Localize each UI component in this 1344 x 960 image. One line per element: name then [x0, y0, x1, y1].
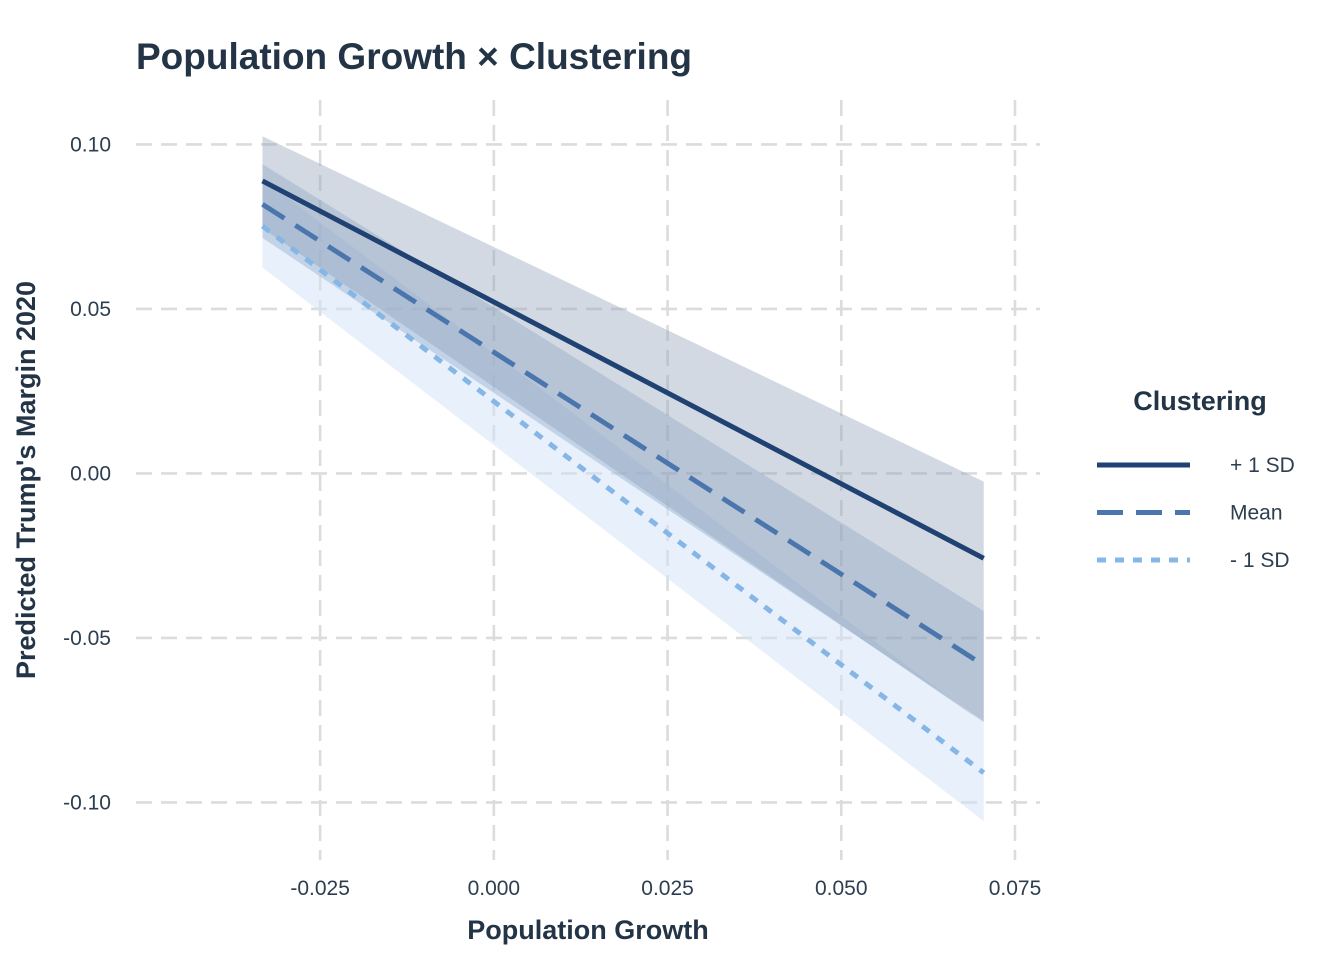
x-tick-label: 0.025 [641, 877, 694, 900]
confidence-band-0 [262, 136, 984, 723]
y-tick-label: -0.05 [63, 627, 111, 650]
legend-title: Clustering [1133, 386, 1267, 416]
series-line-1 [261, 202, 986, 668]
y-axis-ticks: 0.10 0.05 0.00 -0.05 -0.10 [63, 133, 111, 814]
series-line-2 [260, 224, 986, 775]
series-lines [260, 178, 986, 775]
y-tick-label: 0.05 [70, 298, 111, 321]
y-axis-title: Predicted Trump's Margin 2020 [11, 281, 41, 679]
legend-label-0: + 1 SD [1230, 454, 1295, 477]
x-tick-label: 0.050 [815, 877, 868, 900]
grid-lines [136, 100, 1040, 860]
x-tick-label: 0.000 [468, 877, 521, 900]
x-axis-ticks: -0.025 0.000 0.025 0.050 0.075 [290, 877, 1041, 900]
confidence-band-1 [262, 164, 984, 722]
y-tick-label: 0.10 [70, 133, 111, 156]
legend-label-2: - 1 SD [1230, 549, 1290, 572]
legend: Clustering + 1 SD Mean - 1 SD [1097, 386, 1295, 572]
legend-label-1: Mean [1230, 502, 1283, 525]
x-axis-title: Population Growth [467, 915, 708, 945]
y-tick-label: 0.00 [70, 462, 111, 485]
chart-title: Population Growth × Clustering [136, 36, 693, 77]
x-tick-label: 0.075 [989, 877, 1042, 900]
x-tick-label: -0.025 [290, 877, 350, 900]
y-tick-label: -0.10 [63, 791, 111, 814]
series-line-0 [261, 178, 985, 561]
